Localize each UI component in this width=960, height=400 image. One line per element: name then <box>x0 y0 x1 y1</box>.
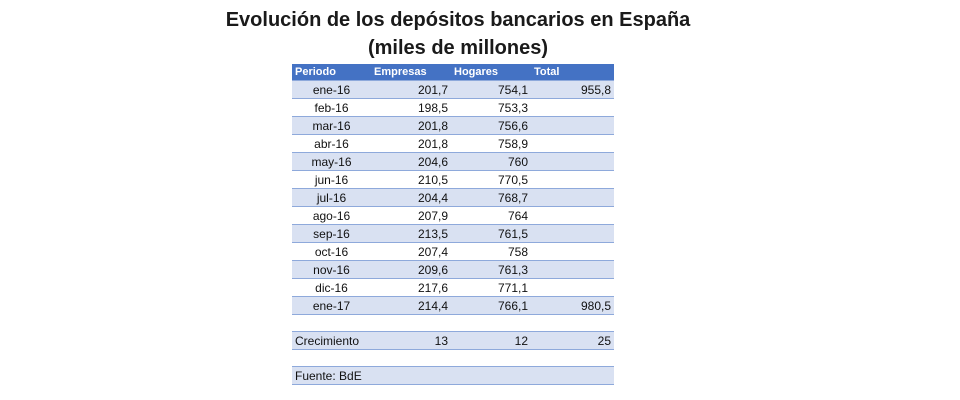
table-title: Evolución de los depósitos bancarios en … <box>225 9 691 31</box>
cell-total <box>531 152 614 171</box>
table-row: sep-16 213,5 761,5 <box>292 224 614 243</box>
cell-period: may-16 <box>292 152 371 171</box>
column-header-empresas: Empresas <box>371 64 451 81</box>
cell-period: nov-16 <box>292 260 371 279</box>
cell-hogares: 754,1 <box>451 80 531 99</box>
spacer-row <box>292 314 614 332</box>
column-header-hogares: Hogares <box>451 64 531 81</box>
table-row: abr-16 201,8 758,9 <box>292 134 614 153</box>
cell-total <box>531 242 614 261</box>
table-row: feb-16 198,5 753,3 <box>292 98 614 117</box>
cell-total <box>531 170 614 189</box>
cell-total <box>531 98 614 117</box>
table-row: ene-16 201,7 754,1 955,8 <box>292 80 614 99</box>
cell-hogares: 758,9 <box>451 134 531 153</box>
cell-period: sep-16 <box>292 224 371 243</box>
cell-total: 955,8 <box>531 80 614 99</box>
cell-period: jun-16 <box>292 170 371 189</box>
table-subtitle: (miles de millones) <box>367 37 549 59</box>
growth-label: Crecimiento <box>292 331 371 350</box>
table-row: oct-16 207,4 758 <box>292 242 614 261</box>
cell-period: feb-16 <box>292 98 371 117</box>
deposits-table: Periodo Empresas Hogares Total ene-16 201… <box>292 64 614 385</box>
table-row: ago-16 207,9 764 <box>292 206 614 225</box>
cell-period: ene-16 <box>292 80 371 99</box>
cell-hogares: 766,1 <box>451 296 531 315</box>
cell-hogares: 768,7 <box>451 188 531 207</box>
cell-hogares: 764 <box>451 206 531 225</box>
empty-cell <box>371 314 451 332</box>
cell-empresas: 213,5 <box>371 224 451 243</box>
cell-total <box>531 260 614 279</box>
source-note: Fuente: BdE <box>292 366 614 385</box>
cell-empresas: 207,9 <box>371 206 451 225</box>
cell-hogares: 756,6 <box>451 116 531 135</box>
cell-total <box>531 188 614 207</box>
cell-total <box>531 224 614 243</box>
cell-total <box>531 116 614 135</box>
empty-cell <box>451 349 531 367</box>
column-header-total: Total <box>531 64 614 81</box>
cell-total: 980,5 <box>531 296 614 315</box>
cell-empresas: 201,8 <box>371 134 451 153</box>
empty-cell <box>531 349 614 367</box>
table-row: jul-16 204,4 768,7 <box>292 188 614 207</box>
cell-period: mar-16 <box>292 116 371 135</box>
cell-period: jul-16 <box>292 188 371 207</box>
cell-hogares: 760 <box>451 152 531 171</box>
cell-total <box>531 134 614 153</box>
table-row: nov-16 209,6 761,3 <box>292 260 614 279</box>
table-row: ene-17 214,4 766,1 980,5 <box>292 296 614 315</box>
table-header: Periodo Empresas Hogares Total <box>292 64 614 81</box>
cell-empresas: 204,6 <box>371 152 451 171</box>
empty-cell <box>292 349 371 367</box>
cell-period: abr-16 <box>292 134 371 153</box>
table-row: jun-16 210,5 770,5 <box>292 170 614 189</box>
cell-total <box>531 278 614 297</box>
cell-empresas: 207,4 <box>371 242 451 261</box>
cell-period: oct-16 <box>292 242 371 261</box>
cell-empresas: 201,8 <box>371 116 451 135</box>
source-row: Fuente: BdE <box>292 366 614 385</box>
column-header-periodo: Periodo <box>292 64 371 81</box>
cell-hogares: 753,3 <box>451 98 531 117</box>
cell-period: ene-17 <box>292 296 371 315</box>
spacer-row <box>292 349 614 367</box>
cell-hogares: 771,1 <box>451 278 531 297</box>
cell-empresas: 209,6 <box>371 260 451 279</box>
growth-empresas: 13 <box>371 331 451 350</box>
cell-empresas: 210,5 <box>371 170 451 189</box>
cell-hogares: 770,5 <box>451 170 531 189</box>
table-row: mar-16 201,8 756,6 <box>292 116 614 135</box>
growth-total: 25 <box>531 331 614 350</box>
cell-empresas: 217,6 <box>371 278 451 297</box>
header-row: Periodo Empresas Hogares Total <box>292 64 614 81</box>
cell-hogares: 761,5 <box>451 224 531 243</box>
cell-period: ago-16 <box>292 206 371 225</box>
empty-cell <box>531 314 614 332</box>
table-body: ene-16 201,7 754,1 955,8 feb-16 198,5 753,3 mar… <box>292 80 614 385</box>
empty-cell <box>451 314 531 332</box>
cell-hogares: 758 <box>451 242 531 261</box>
table-row: dic-16 217,6 771,1 <box>292 278 614 297</box>
cell-empresas: 201,7 <box>371 80 451 99</box>
growth-row: Crecimiento 13 12 25 <box>292 331 614 350</box>
cell-period: dic-16 <box>292 278 371 297</box>
cell-empresas: 204,4 <box>371 188 451 207</box>
growth-hogares: 12 <box>451 331 531 350</box>
empty-cell <box>292 314 371 332</box>
cell-empresas: 198,5 <box>371 98 451 117</box>
cell-total <box>531 206 614 225</box>
table-row: may-16 204,6 760 <box>292 152 614 171</box>
cell-empresas: 214,4 <box>371 296 451 315</box>
empty-cell <box>371 349 451 367</box>
cell-hogares: 761,3 <box>451 260 531 279</box>
